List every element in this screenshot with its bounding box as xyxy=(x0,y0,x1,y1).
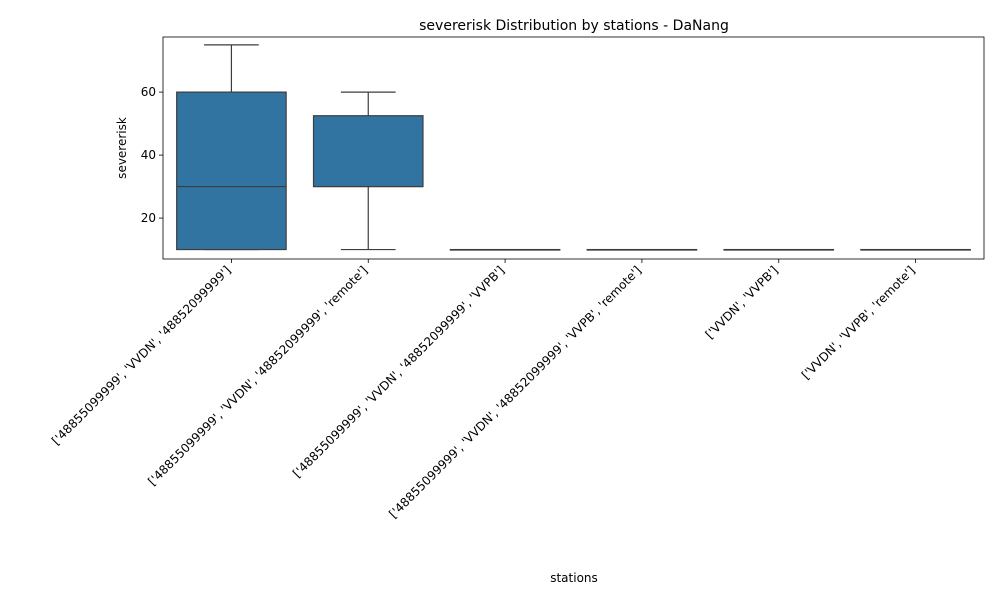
chart-title: severerisk Distribution by stations - Da… xyxy=(419,18,729,34)
plot-frame xyxy=(162,36,985,260)
y-tick-label: 60 xyxy=(141,85,156,99)
box-iqr xyxy=(176,91,287,251)
box-group-1 xyxy=(176,44,287,251)
x-axis-label: stations xyxy=(550,571,598,585)
plot-area xyxy=(176,44,971,251)
y-axis: 20 40 60 xyxy=(141,85,163,225)
y-tick-label: 40 xyxy=(141,148,156,162)
y-tick-label: 20 xyxy=(141,211,156,225)
box-group-3 xyxy=(449,248,561,251)
box-group-4 xyxy=(586,248,698,251)
y-axis-label: severerisk xyxy=(115,117,129,179)
box-group-5 xyxy=(723,248,835,251)
box-iqr xyxy=(312,115,424,188)
box-group-6 xyxy=(860,248,971,251)
box-group-2 xyxy=(312,91,424,251)
